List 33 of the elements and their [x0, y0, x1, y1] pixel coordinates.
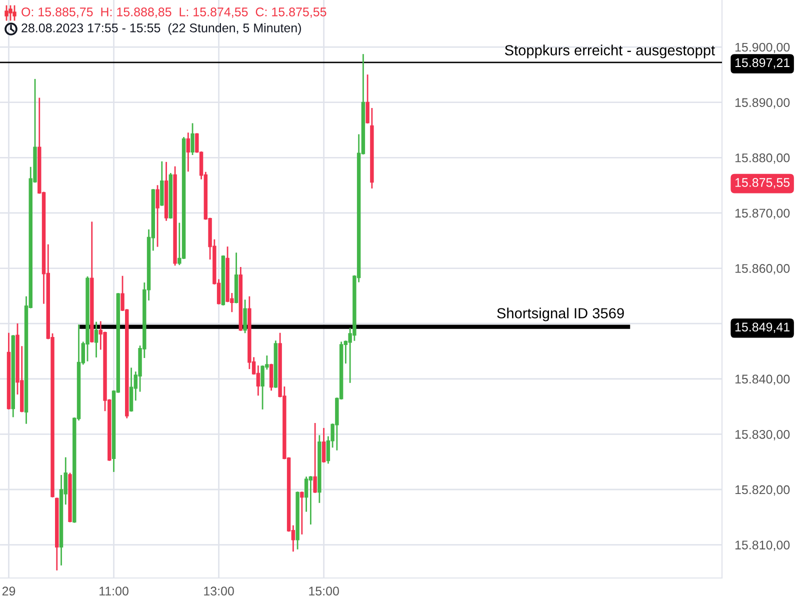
y-tick-label: 15.900,00	[735, 42, 790, 54]
text: O: 15.885,75 H: 15.888,85 L: 15.874,55 C: 15.875,55	[22, 8, 326, 18]
y-tick-label: 15.875,55	[735, 178, 790, 188]
candlestick	[269, 364, 274, 391]
candlestick	[304, 476, 308, 512]
y-tick-label: 15.897,21	[735, 58, 790, 69]
candlestick	[243, 300, 247, 334]
candlestick	[313, 422, 317, 493]
candlestick	[190, 123, 194, 156]
x-tick-label: 11:00	[100, 586, 128, 596]
candlestick	[308, 476, 313, 524]
y-tick-label: 15.820,00	[735, 485, 790, 496]
candlestick	[94, 322, 98, 358]
y-tick-label: 15.810,00	[735, 540, 790, 551]
candlestick	[322, 428, 326, 463]
y-tick-label: 15.860,00	[735, 264, 790, 274]
x-tick-label: 29	[2, 586, 16, 596]
y-tick-label: 15.890,00	[735, 98, 790, 108]
y-tick-label: 15.880,00	[735, 153, 790, 164]
y-tick-label: 15.870,00	[735, 208, 790, 220]
candlestick	[129, 368, 134, 412]
candlestick	[256, 365, 260, 396]
y-tick-label: 15.830,00	[735, 430, 790, 440]
text: 28.08.2023 17:55 - 15:55 (22 Stunden, 5 Minuten)	[22, 23, 301, 35]
y-tick-label: 15.849,41	[735, 322, 790, 333]
candlestick	[300, 492, 304, 534]
y-tick-label: 15.840,00	[735, 374, 790, 386]
candlestick	[156, 185, 160, 247]
x-tick-label: 15:00	[309, 586, 339, 596]
ref-line-label: Stoppkurs erreicht - ausgestoppt	[504, 44, 715, 58]
series-label: Shortsignal ID 3569	[497, 308, 624, 322]
x-tick-label: 13:00	[204, 586, 234, 596]
candlestick	[186, 132, 190, 172]
